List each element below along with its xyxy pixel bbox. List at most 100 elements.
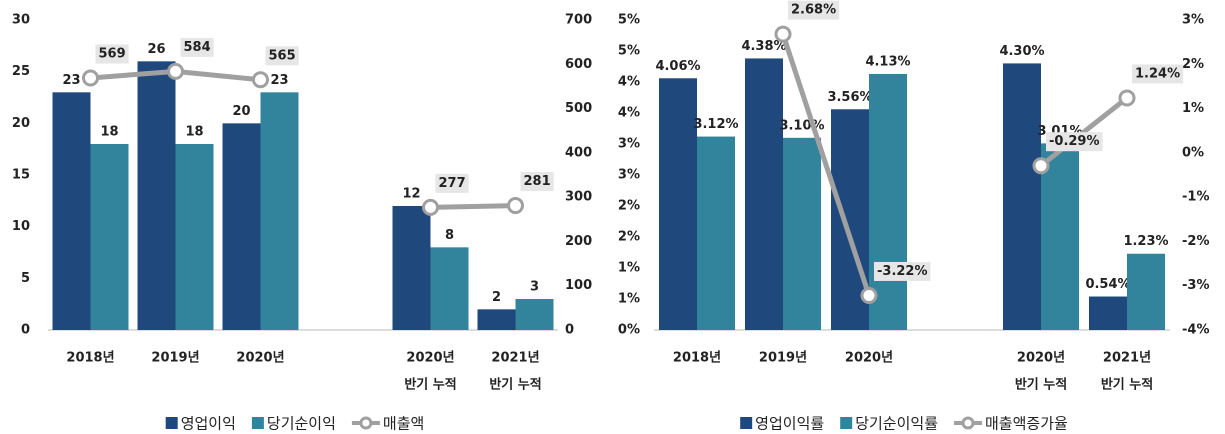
data-label: 3.10%	[779, 118, 824, 133]
y2-tick-label: -1%	[1182, 190, 1209, 205]
legend-swatch	[740, 417, 753, 429]
data-label: 12	[402, 187, 420, 202]
data-label: 584	[184, 40, 211, 55]
data-label: 3.12%	[693, 117, 738, 132]
data-label-bg	[520, 172, 554, 192]
data-label: 4.13%	[865, 54, 910, 69]
x-tick-label: 2020년	[1017, 351, 1065, 366]
y-tick-label: 30	[12, 13, 30, 28]
bar	[222, 123, 261, 330]
y-tick-label: 1%	[618, 261, 640, 276]
data-label: 18	[100, 125, 118, 140]
y-tick-label: 25	[12, 64, 30, 79]
line-point	[774, 25, 792, 43]
data-label: 2	[492, 290, 501, 305]
x-tick-label: 2018년	[66, 351, 114, 366]
y-tick-label: 2%	[618, 199, 640, 214]
bar	[1003, 63, 1041, 331]
x-tick-label: 반기 누적	[404, 377, 456, 393]
data-label-bg	[435, 173, 469, 193]
x-tick-label: 2021년	[1103, 351, 1151, 366]
legend-label: 영업이익률	[755, 415, 824, 433]
data-label: 3	[530, 280, 539, 295]
legend: 영업이익 당기순이익 매출액	[165, 415, 424, 433]
x-tick-label: 반기 누적	[1101, 377, 1153, 393]
y-tick-label: 0%	[618, 323, 640, 338]
y-tick-label: 3%	[618, 137, 640, 152]
y-tick-label: 4%	[618, 75, 640, 90]
x-tick-label: 2021년	[491, 351, 539, 366]
legend-label: 당기순이익률	[855, 415, 938, 433]
data-label: 1.24%	[1135, 66, 1180, 81]
y-tick-label: 5%	[618, 44, 640, 59]
data-label: 3.56%	[827, 90, 872, 105]
bar	[745, 58, 783, 330]
y2-tick-label: 3%	[1182, 13, 1204, 28]
data-label: 23	[62, 73, 80, 88]
bar	[697, 136, 735, 330]
data-label: 1.23%	[1123, 234, 1168, 249]
x-tick-label: 2018년	[673, 351, 721, 366]
bar	[783, 137, 821, 330]
data-label: 23	[270, 73, 288, 88]
y-tick-label: 15	[12, 168, 30, 183]
y-tick-label: 4%	[618, 106, 640, 121]
y2-tick-label: 100	[565, 278, 592, 293]
legend-swatch	[840, 417, 853, 429]
y2-tick-label: 400	[565, 145, 592, 160]
data-label-bg	[265, 46, 299, 66]
x-tick-label: 2020년	[236, 351, 284, 366]
y-tick-label: 5	[21, 271, 30, 286]
x-tick-label: 2019년	[151, 351, 199, 366]
data-label: 0.54%	[1085, 277, 1130, 292]
x-tick-label: 2019년	[759, 351, 807, 366]
line-point	[422, 198, 439, 216]
y-tick-label: 10	[12, 219, 30, 234]
line	[780, 33, 1129, 297]
y-tick-label: 20	[12, 116, 30, 131]
legend-label: 매출액	[383, 415, 424, 433]
data-label: 565	[269, 48, 296, 63]
legend-label: 당기순이익	[267, 415, 336, 433]
legend-swatch	[359, 416, 373, 430]
data-label: 4.38%	[741, 39, 786, 54]
y2-tick-label: 300	[565, 190, 592, 205]
x-tick-label: 2020년	[406, 351, 454, 366]
bar	[260, 92, 299, 330]
line-point	[167, 62, 184, 80]
line-point	[1032, 157, 1050, 175]
data-label: 569	[99, 47, 126, 62]
data-label: 20	[232, 104, 250, 119]
data-label-bg	[788, 0, 840, 20]
data-label: 26	[147, 42, 165, 57]
x-tick-label: 2020년	[845, 351, 893, 366]
bar	[52, 92, 91, 330]
line-point	[82, 69, 99, 87]
y2-tick-label: 2%	[1182, 57, 1204, 72]
y2-tick-label: 1%	[1182, 101, 1204, 116]
bar	[430, 247, 469, 330]
line-point	[860, 286, 878, 304]
y-tick-label: 2%	[618, 230, 640, 245]
data-label: 8	[445, 228, 454, 243]
bar	[477, 309, 516, 330]
y-tick-label: 3%	[618, 168, 640, 183]
line-point	[252, 71, 269, 89]
y2-tick-label: 500	[565, 101, 592, 116]
y2-tick-label: -4%	[1182, 323, 1209, 338]
line-point	[507, 197, 524, 215]
bar	[175, 144, 214, 330]
line-point	[1118, 89, 1136, 107]
data-label-bg	[1132, 64, 1184, 84]
y2-tick-label: 600	[565, 57, 592, 72]
data-label-bg	[95, 44, 129, 64]
legend-label: 매출액증가율	[985, 415, 1068, 433]
bar	[392, 206, 431, 330]
x-tick-label: 반기 누적	[1015, 377, 1067, 393]
bar	[1089, 296, 1127, 330]
data-label: 18	[185, 125, 203, 140]
data-label: -0.29%	[1049, 134, 1100, 149]
data-label-bg	[874, 261, 931, 281]
data-label-bg	[1046, 132, 1103, 152]
bar	[1041, 143, 1079, 330]
